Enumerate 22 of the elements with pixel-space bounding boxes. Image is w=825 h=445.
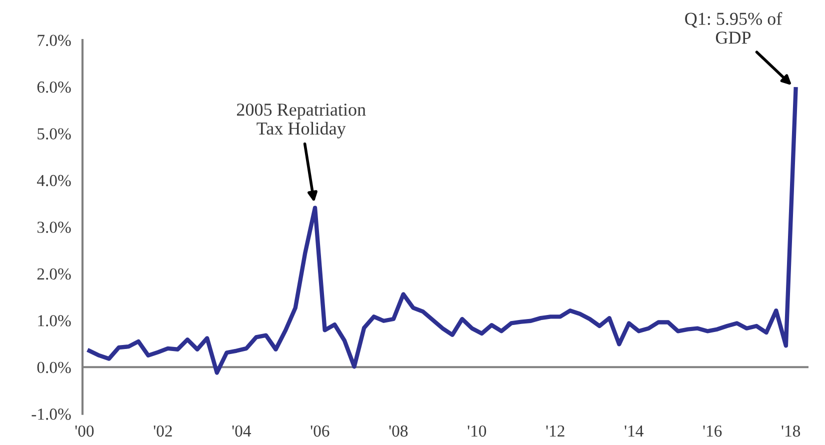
- x-tick-label: '08: [389, 425, 408, 437]
- x-tick-label: '16: [703, 425, 722, 437]
- y-tick-label: -1.0%: [32, 408, 71, 420]
- x-tick-label: '04: [232, 425, 252, 437]
- x-tick-label: '18: [782, 425, 800, 437]
- y-tick-label: 1.0%: [38, 315, 71, 326]
- y-tick-label: 7.0%: [38, 34, 71, 46]
- y-tick-label: 2.0%: [37, 268, 71, 280]
- x-tick-label: '10: [468, 425, 486, 437]
- x-tick-label: '00: [75, 425, 94, 437]
- x-tick-label: '02: [154, 425, 172, 437]
- x-tick-label: '12: [546, 425, 564, 437]
- x-tick-label: '14: [624, 426, 644, 437]
- x-tick-label: '06: [310, 425, 330, 437]
- y-tick-label: 3.0%: [37, 222, 71, 233]
- y-tick-label: 5.0%: [38, 128, 71, 140]
- y-tick-label: 6.0%: [37, 81, 71, 93]
- annotation: 2005 Repatriation Tax Holiday: [236, 104, 366, 138]
- annotation: Q1: 5.95% of GDP: [685, 12, 782, 44]
- line-series: [87, 87, 798, 375]
- y-tick-label: 4.0%: [37, 174, 71, 186]
- y-tick-label: 0.0%: [37, 362, 71, 374]
